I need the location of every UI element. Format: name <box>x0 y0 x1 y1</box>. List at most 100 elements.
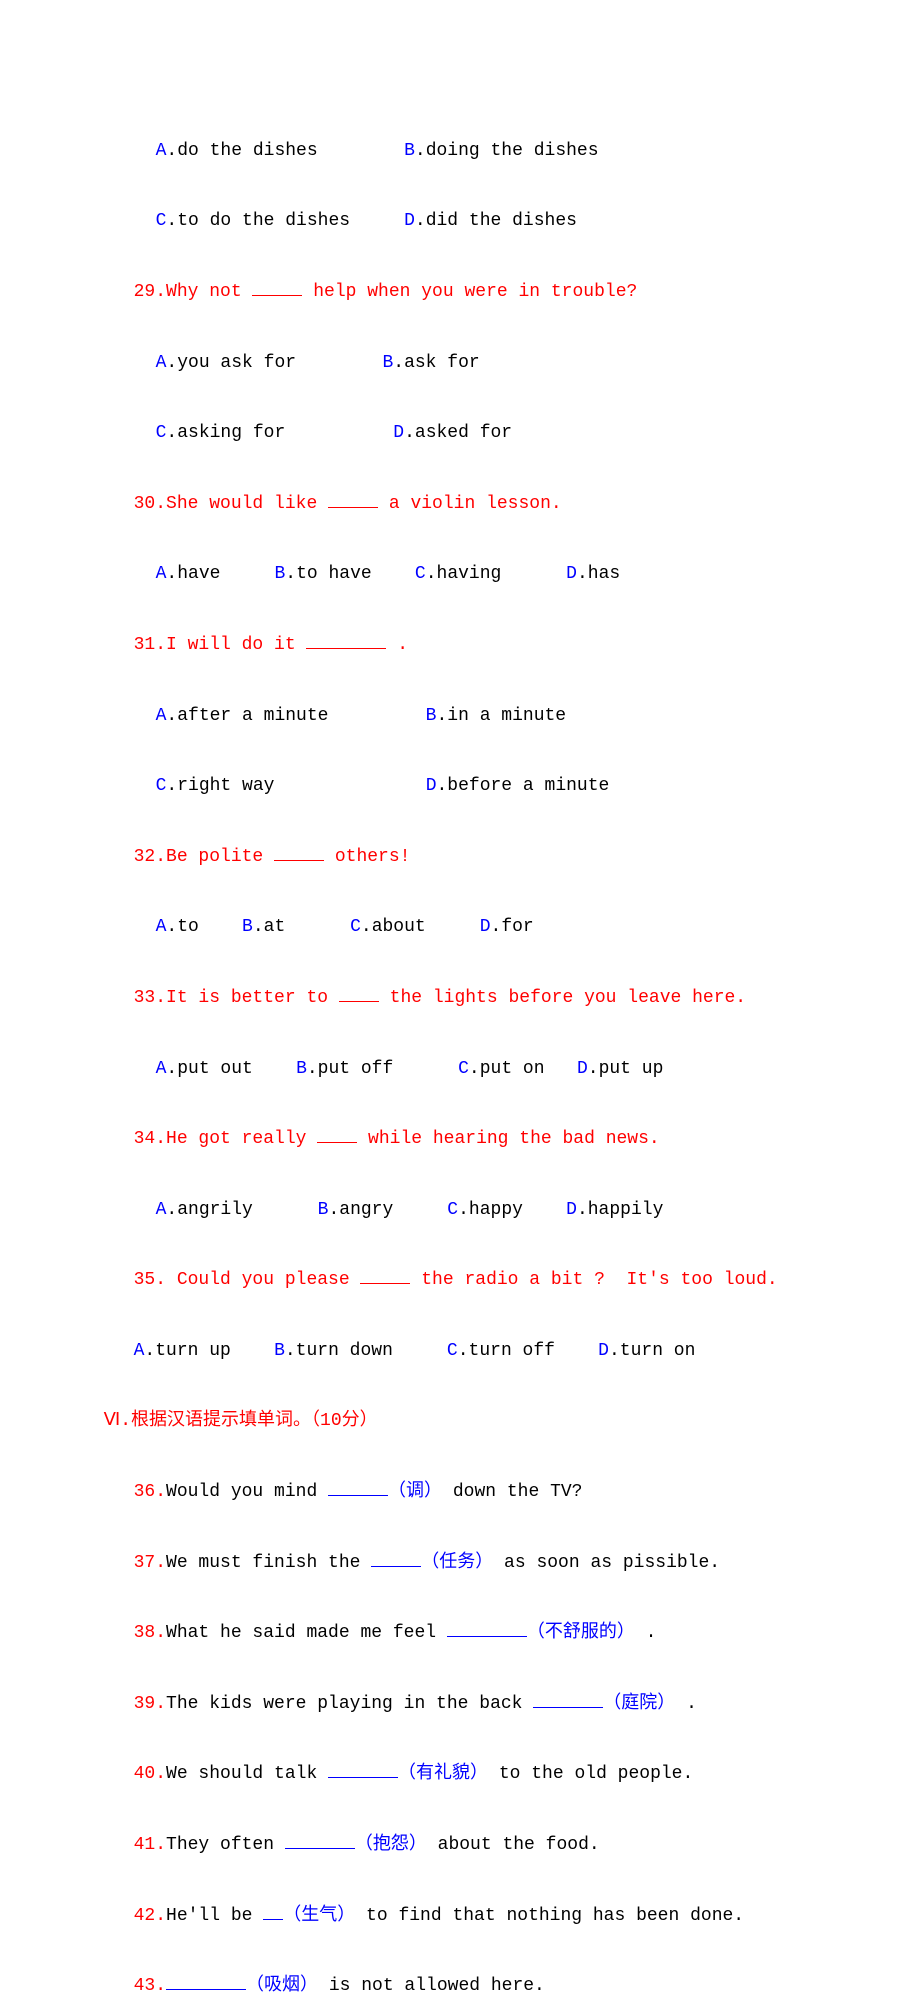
q32-c-text: .about <box>361 917 426 937</box>
q28-b-label[interactable]: B <box>404 141 415 161</box>
q29-d-label[interactable]: D <box>393 423 404 443</box>
q31-c-label[interactable]: C <box>156 776 167 796</box>
q37-blank[interactable] <box>371 1549 421 1567</box>
q28-a-text: .do the dishes <box>166 141 317 161</box>
q31-a-text: .after a minute <box>166 706 328 726</box>
q30-a-label[interactable]: A <box>156 564 167 584</box>
q43-blank[interactable] <box>166 1972 246 1990</box>
q41-hint: （抱怨） <box>355 1835 427 1855</box>
q38-after: . <box>635 1623 657 1643</box>
q28-a-label[interactable]: A <box>156 141 167 161</box>
q35-a-label[interactable]: A <box>134 1341 145 1361</box>
q36-blank[interactable] <box>328 1478 388 1496</box>
q34-options-line1: A.angrily B.angry C.happy D.happily <box>112 1167 840 1225</box>
q33-after: the lights before you leave here. <box>379 988 746 1008</box>
q35-options-line1: A.turn up B.turn down C.turn off D.turn … <box>112 1308 840 1366</box>
q33-c-text: .put on <box>469 1059 545 1079</box>
q31-b-label[interactable]: B <box>426 706 437 726</box>
q29-options-line1: A.you ask for B.ask for <box>112 320 840 378</box>
q34-d-label[interactable]: D <box>566 1200 577 1220</box>
q39-hint: （庭院） <box>603 1694 675 1714</box>
q34-num: 34. <box>134 1129 166 1149</box>
q31-before: I will do it <box>166 635 306 655</box>
q30-c-label[interactable]: C <box>415 564 426 584</box>
q31-blank[interactable] <box>306 631 386 649</box>
q32-before: Be polite <box>166 847 274 867</box>
q33-d-label[interactable]: D <box>577 1059 588 1079</box>
q33-options-line1: A.put out B.put off C.put on D.put up <box>112 1026 840 1084</box>
q38-num: 38. <box>134 1623 166 1643</box>
q30-b-text: .to have <box>285 564 371 584</box>
q35-c-text: .turn off <box>458 1341 555 1361</box>
q29-a-label[interactable]: A <box>156 353 167 373</box>
q34-c-label[interactable]: C <box>447 1200 458 1220</box>
q31-c-text: .right way <box>166 776 274 796</box>
q34-blank[interactable] <box>317 1125 357 1143</box>
q34-b-label[interactable]: B <box>318 1200 329 1220</box>
q29-options-line2: C.asking for D.asked for <box>112 390 840 448</box>
q36-num: 36. <box>134 1482 166 1502</box>
q42-num: 42. <box>134 1906 166 1926</box>
q35-a-text: .turn up <box>144 1341 230 1361</box>
q28-options-line1: A.do the dishes B.doing the dishes <box>112 108 840 166</box>
q32-b-label[interactable]: B <box>242 917 253 937</box>
q30-b-label[interactable]: B <box>274 564 285 584</box>
q29-blank[interactable] <box>252 278 302 296</box>
q33-c-label[interactable]: C <box>458 1059 469 1079</box>
q30-blank[interactable] <box>328 490 378 508</box>
q31-a-label[interactable]: A <box>156 706 167 726</box>
q33-b-label[interactable]: B <box>296 1059 307 1079</box>
q30-d-label[interactable]: D <box>566 564 577 584</box>
q42-blank[interactable] <box>263 1902 283 1920</box>
q32-blank[interactable] <box>274 843 324 861</box>
q35-after: the radio a bit ? It's too loud. <box>410 1270 777 1290</box>
q42-hint: （生气） <box>283 1906 355 1926</box>
q35-c-label[interactable]: C <box>447 1341 458 1361</box>
q41-before: They often <box>166 1835 285 1855</box>
q31-d-label[interactable]: D <box>426 776 437 796</box>
q31-b-text: .in a minute <box>436 706 566 726</box>
q38-hint: （不舒服的） <box>527 1623 635 1643</box>
q40-stem: 40.We should talk （有礼貌） to the old peopl… <box>112 1732 840 1790</box>
q33-blank[interactable] <box>339 984 379 1002</box>
q31-num: 31. <box>134 635 166 655</box>
q28-c-label[interactable]: C <box>156 211 167 231</box>
q38-blank[interactable] <box>447 1619 527 1637</box>
q39-num: 39. <box>134 1694 166 1714</box>
q36-hint: （调） <box>388 1482 442 1502</box>
q41-num: 41. <box>134 1835 166 1855</box>
q34-a-label[interactable]: A <box>156 1200 167 1220</box>
q32-d-text: .for <box>491 917 534 937</box>
q35-before: Could you please <box>166 1270 360 1290</box>
q28-c-text: .to do the dishes <box>166 211 350 231</box>
q40-blank[interactable] <box>328 1760 398 1778</box>
q28-d-label[interactable]: D <box>404 211 415 231</box>
q29-a-text: .you ask for <box>166 353 296 373</box>
q32-d-label[interactable]: D <box>480 917 491 937</box>
q32-c-label[interactable]: C <box>350 917 361 937</box>
q30-num: 30. <box>134 494 166 514</box>
q29-c-label[interactable]: C <box>156 423 167 443</box>
q34-before: He got really <box>166 1129 317 1149</box>
q39-blank[interactable] <box>533 1690 603 1708</box>
q33-d-text: .put up <box>588 1059 664 1079</box>
section6-title: 根据汉语提示填单词。（10分） <box>131 1411 378 1431</box>
q35-d-label[interactable]: D <box>598 1341 609 1361</box>
q29-d-text: .asked for <box>404 423 512 443</box>
q33-a-label[interactable]: A <box>156 1059 167 1079</box>
q34-stem: 34.He got really while hearing the bad n… <box>112 1096 840 1154</box>
q40-hint: （有礼貌） <box>398 1764 488 1784</box>
q32-a-label[interactable]: A <box>156 917 167 937</box>
q35-num: 35. <box>134 1270 166 1290</box>
q33-num: 33. <box>134 988 166 1008</box>
q37-hint: （任务） <box>421 1553 493 1573</box>
q29-b-label[interactable]: B <box>382 353 393 373</box>
q35-b-label[interactable]: B <box>274 1341 285 1361</box>
q43-num: 43. <box>134 1976 166 1996</box>
q35-blank[interactable] <box>360 1266 410 1284</box>
q40-after: to the old people. <box>488 1764 693 1784</box>
q28-b-text: .doing the dishes <box>415 141 599 161</box>
q41-blank[interactable] <box>285 1831 355 1849</box>
q43-hint: （吸烟） <box>246 1976 318 1996</box>
q30-c-text: .having <box>426 564 502 584</box>
